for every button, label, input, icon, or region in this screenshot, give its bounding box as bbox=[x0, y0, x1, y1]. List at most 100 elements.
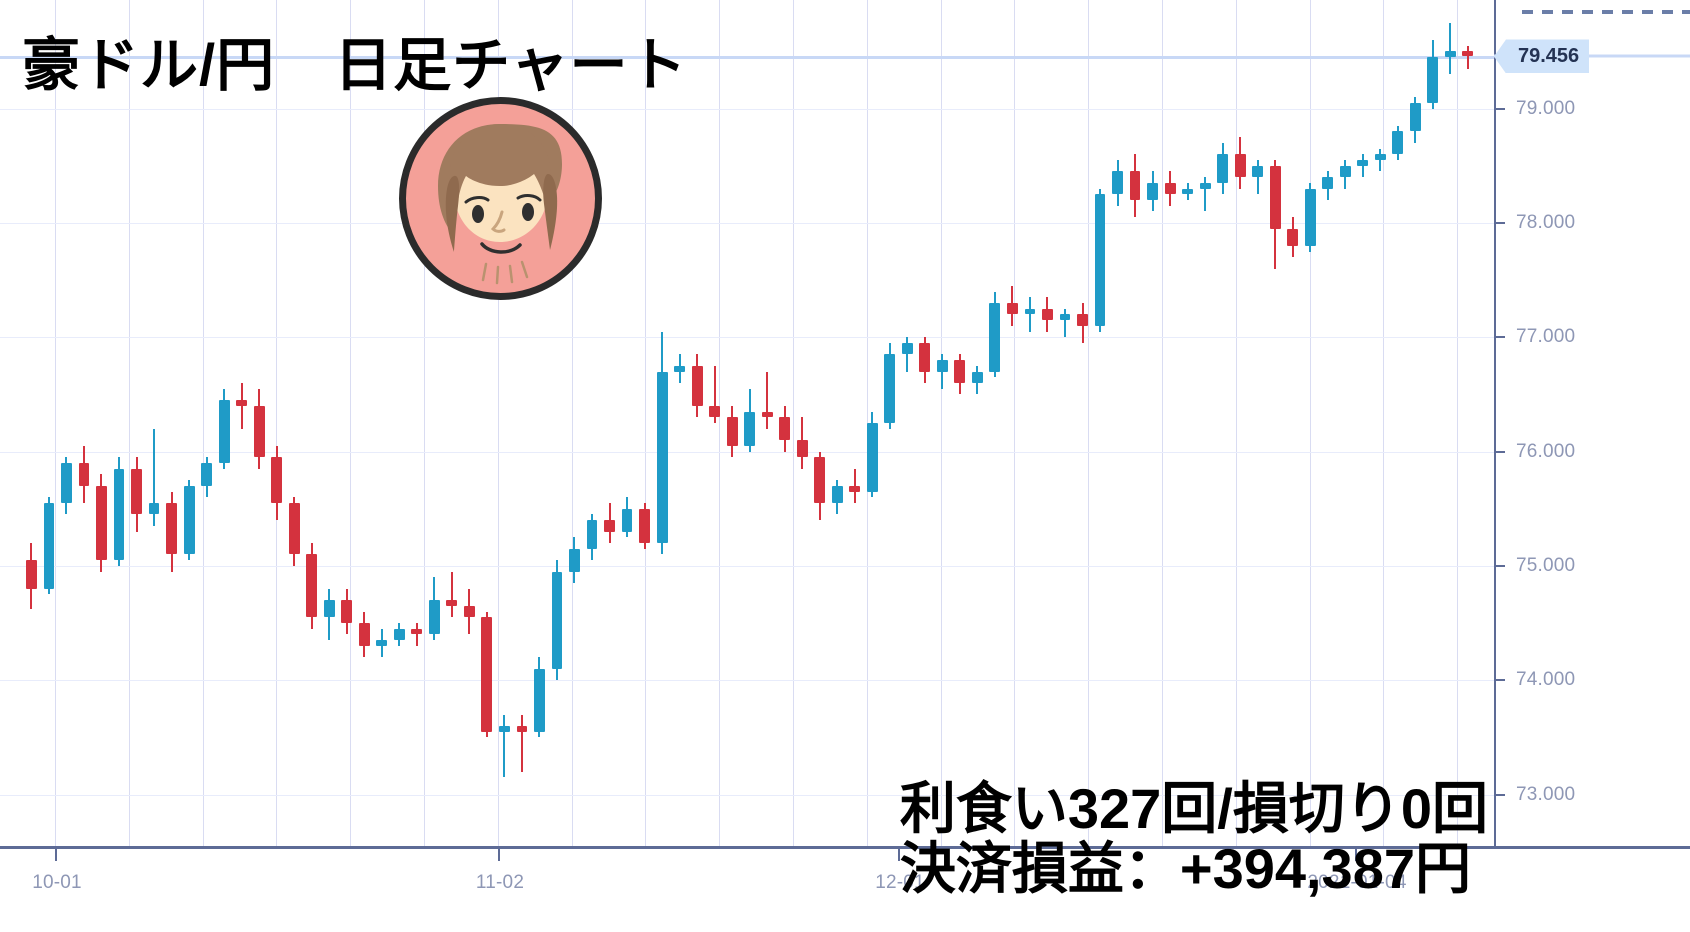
candle-wick bbox=[503, 714, 506, 778]
price-tick bbox=[1494, 564, 1505, 567]
candlestick bbox=[1409, 0, 1421, 846]
time-tick bbox=[498, 849, 500, 861]
dashed-top-marker bbox=[1522, 10, 1690, 14]
candlestick bbox=[1077, 0, 1088, 846]
gridline-vertical bbox=[1236, 0, 1237, 846]
candle-body bbox=[639, 508, 650, 544]
price-tick bbox=[1494, 679, 1505, 682]
candle-body bbox=[761, 411, 773, 418]
time-axis-line bbox=[0, 846, 1690, 849]
candle-body bbox=[884, 354, 896, 423]
candlestick bbox=[131, 0, 142, 846]
candlestick bbox=[1199, 0, 1211, 846]
time-tick bbox=[1355, 849, 1357, 861]
candle-body bbox=[148, 503, 160, 515]
price-tick-label: 76.000 bbox=[1516, 440, 1576, 462]
candle-body bbox=[691, 365, 703, 406]
candle-body bbox=[43, 503, 55, 589]
time-axis[interactable]: 10-01 11-02 12-01 2021-01-04 bbox=[0, 846, 1690, 932]
current-price-rule bbox=[1494, 54, 1690, 58]
gridline-horizontal bbox=[0, 794, 1494, 796]
candle-body bbox=[498, 725, 510, 732]
candlestick bbox=[218, 0, 230, 846]
candlestick bbox=[1322, 0, 1334, 846]
candle-body bbox=[1007, 302, 1018, 315]
candle-body bbox=[1129, 171, 1141, 201]
candle-body bbox=[1164, 182, 1176, 195]
candlestick bbox=[306, 0, 318, 846]
candlestick bbox=[1217, 0, 1229, 846]
candle-body bbox=[1217, 154, 1229, 183]
candlestick bbox=[288, 0, 300, 846]
candle-body bbox=[919, 342, 931, 372]
candlestick bbox=[358, 0, 370, 846]
candle-body bbox=[1112, 171, 1123, 195]
gridline-horizontal bbox=[0, 108, 1494, 110]
candle-body bbox=[621, 508, 633, 532]
candlestick bbox=[709, 0, 721, 846]
candle-body bbox=[201, 463, 213, 486]
candle-body bbox=[113, 468, 125, 561]
candle-body bbox=[1024, 308, 1036, 315]
candlestick bbox=[1024, 0, 1036, 846]
candlestick bbox=[884, 0, 896, 846]
candle-wick bbox=[713, 365, 716, 423]
price-tick-label: 73.000 bbox=[1516, 783, 1576, 805]
candlestick-plot-area[interactable] bbox=[0, 0, 1494, 846]
gridline-vertical bbox=[793, 0, 794, 846]
candlestick bbox=[831, 0, 843, 846]
candlestick bbox=[166, 0, 177, 846]
candle-body bbox=[674, 365, 686, 372]
candle-body bbox=[1462, 51, 1474, 56]
candle-body bbox=[166, 503, 177, 555]
time-tick-label: 12-01 bbox=[875, 872, 925, 893]
avatar-face-icon bbox=[399, 97, 602, 300]
candlestick bbox=[691, 0, 703, 846]
candlestick bbox=[236, 0, 248, 846]
price-axis-line bbox=[1494, 0, 1496, 846]
candlestick bbox=[569, 0, 580, 846]
candlestick bbox=[621, 0, 633, 846]
candle-body bbox=[971, 371, 983, 383]
candle-body bbox=[1042, 308, 1053, 321]
candle-body bbox=[463, 605, 475, 618]
candle-body bbox=[1392, 131, 1404, 155]
stat-realized-pnl: 決済損益：+394,387円 bbox=[899, 836, 1471, 900]
candlestick bbox=[148, 0, 160, 846]
candle-body bbox=[341, 600, 353, 624]
candlestick bbox=[498, 0, 510, 846]
candlestick bbox=[1304, 0, 1316, 846]
candle-body bbox=[989, 302, 1001, 372]
candlestick bbox=[253, 0, 265, 846]
candle-wick bbox=[520, 714, 523, 772]
candlestick bbox=[936, 0, 948, 846]
price-tick bbox=[1494, 221, 1505, 224]
time-tick bbox=[55, 849, 57, 861]
candlestick bbox=[989, 0, 1001, 846]
candle-body bbox=[534, 668, 545, 732]
candlestick bbox=[604, 0, 615, 846]
candle-body bbox=[709, 405, 721, 418]
candle-body bbox=[1409, 102, 1421, 132]
candlestick bbox=[113, 0, 125, 846]
candle-body bbox=[253, 405, 265, 458]
candle-wick bbox=[1449, 22, 1452, 75]
candle-body bbox=[1444, 51, 1456, 58]
gridline-vertical bbox=[350, 0, 351, 846]
candlestick bbox=[201, 0, 213, 846]
candlestick bbox=[761, 0, 773, 846]
candlestick bbox=[1339, 0, 1351, 846]
candlestick bbox=[1444, 0, 1456, 846]
candle-wick bbox=[853, 468, 856, 504]
candle-body bbox=[726, 417, 738, 446]
time-tick bbox=[898, 849, 900, 861]
candlestick bbox=[341, 0, 353, 846]
price-axis[interactable]: 79.000 78.000 77.000 76.000 75.000 74.000 73.0… bbox=[1494, 0, 1690, 846]
candlestick bbox=[1112, 0, 1123, 846]
candle-body bbox=[586, 520, 598, 549]
candle-wick bbox=[766, 371, 769, 429]
candle-wick bbox=[153, 428, 156, 526]
gridline-vertical bbox=[129, 0, 130, 846]
candlestick bbox=[744, 0, 756, 846]
